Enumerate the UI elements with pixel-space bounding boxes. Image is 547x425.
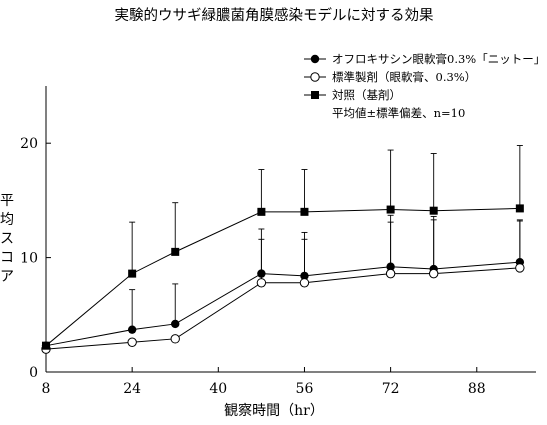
series-3 [42,145,524,350]
data-point-open-circle [299,278,310,288]
data-point-square [42,341,50,350]
legend-entry: 対照（基剤） [332,88,401,102]
legend: オフロキサシン眼軟膏0.3%「ニットー」標準製剤（眼軟膏、0.3%） 対照（基剤）… [304,52,545,120]
x-tick-label: 72 [382,381,400,397]
y-axis-label-char: コ [0,250,14,266]
series-line [45,267,520,350]
y-axis-label-char: 平 [0,193,14,209]
data-point-filled-circle [310,54,320,64]
y-axis-label-char: ス [0,231,14,247]
x-tick-label: 40 [209,381,227,397]
data-point-open-circle [515,263,525,273]
y-tick-label: 20 [20,136,38,152]
legend-entry: オフロキサシン眼軟膏0.3%「ニットー」 [332,52,545,66]
legend-note: 平均値±標準偏差、n=10 [332,106,465,120]
legend-entry: 標準製剤（眼軟膏、0.3%） [332,70,476,84]
tick-labels: 8 24 40 56 72 88 0 10 20 [20,136,486,397]
axes [45,86,536,373]
x-tick-label: 88 [468,381,486,397]
data-point-open-circle [428,268,439,279]
y-axis-label-char: ア [0,269,14,285]
x-tick-label: 56 [296,381,314,397]
y-axis-label: 平均スコア [0,193,14,285]
data-point-square [311,91,319,99]
data-point-open-circle [385,268,396,279]
data-point-square [515,204,524,213]
x-tick-label: 8 [42,381,51,397]
data-point-square [386,205,395,214]
x-axis-label: 観察時間（hr） [224,402,324,419]
series-line [45,207,520,347]
data-point-open-circle [127,337,137,347]
x-tick-label: 24 [123,381,141,397]
y-axis-label-char: 均 [0,212,14,228]
data-point-open-circle [310,72,320,82]
data-point-square [128,269,137,278]
data-point-square [300,207,309,216]
series-layer [41,145,525,354]
data-point-open-circle [256,278,267,288]
data-point-square [171,247,180,256]
data-point-square [257,207,266,216]
data-point-square [429,206,438,215]
data-point-filled-circle [127,325,137,334]
series-line [45,261,520,347]
chart-title: 実験的ウサギ緑膿菌角膜感染モデルに対する効果 [115,6,434,24]
data-point-open-circle [170,334,180,344]
y-tick-label: 10 [20,251,38,267]
y-tick-label: 0 [29,365,38,381]
data-point-filled-circle [171,319,180,329]
